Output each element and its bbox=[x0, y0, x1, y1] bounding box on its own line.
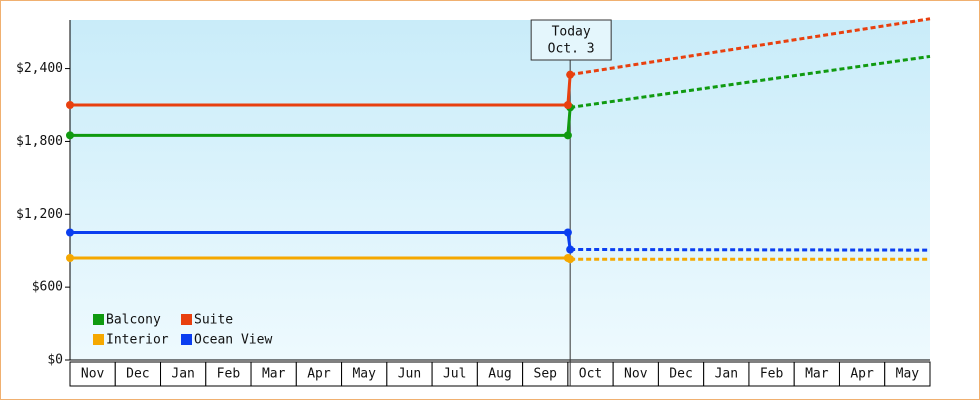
point bbox=[66, 131, 74, 140]
point bbox=[66, 228, 74, 237]
x-tick-label: Apr bbox=[850, 367, 874, 382]
x-tick-label: Jul bbox=[443, 367, 466, 382]
x-tick-label: Feb bbox=[760, 367, 784, 382]
point bbox=[66, 254, 74, 262]
y-tick-label: $600 bbox=[32, 280, 63, 295]
x-category-cell bbox=[612, 361, 659, 387]
x-tick-label: Dec bbox=[126, 367, 149, 382]
legend-label: Ocean View bbox=[194, 333, 272, 348]
x-tick-label: Feb bbox=[217, 367, 241, 382]
point bbox=[66, 101, 74, 109]
x-tick-label: Nov bbox=[624, 367, 648, 382]
legend-swatch bbox=[181, 314, 192, 325]
y-tick-label: $1,800 bbox=[16, 134, 63, 149]
plot-area bbox=[70, 20, 930, 360]
x-category-cell bbox=[205, 361, 252, 387]
x-tick-label: May bbox=[352, 367, 376, 382]
x-tick-label: Jan bbox=[715, 367, 738, 382]
point bbox=[566, 70, 575, 79]
legend-label: Suite bbox=[194, 313, 233, 328]
x-tick-label: Nov bbox=[81, 367, 105, 382]
x-tick-label: Dec bbox=[669, 367, 692, 382]
x-category-cell bbox=[567, 361, 614, 387]
x-tick-label: Aug bbox=[488, 367, 511, 382]
x-category-cell bbox=[884, 361, 931, 387]
point bbox=[563, 101, 572, 109]
projection-line bbox=[570, 248, 931, 252]
point bbox=[563, 228, 572, 237]
x-tick-label: Jun bbox=[398, 367, 421, 382]
projection-line bbox=[569, 17, 931, 77]
today-label: Oct. 3 bbox=[548, 42, 595, 57]
point bbox=[563, 131, 572, 140]
legend-swatch bbox=[93, 334, 104, 345]
x-tick-label: Oct bbox=[579, 367, 602, 382]
projection-line bbox=[569, 54, 931, 109]
x-category-cell bbox=[386, 361, 433, 387]
legend-swatch bbox=[181, 334, 192, 345]
series-line bbox=[70, 256, 571, 261]
point bbox=[566, 245, 575, 254]
x-tick-label: May bbox=[896, 367, 920, 382]
x-category-cell bbox=[748, 361, 795, 387]
y-tick-label: $2,400 bbox=[16, 61, 63, 76]
x-category-cell bbox=[250, 361, 297, 387]
y-tick-label: $0 bbox=[47, 353, 63, 368]
x-category-cell bbox=[69, 361, 116, 387]
x-category-cell bbox=[160, 361, 207, 387]
legend-label: Interior bbox=[106, 333, 169, 348]
legend-swatch bbox=[93, 314, 104, 325]
x-category-cell bbox=[476, 361, 524, 387]
today-box bbox=[530, 19, 612, 61]
y-tick-label: $1,200 bbox=[16, 207, 63, 222]
legend-label: Balcony bbox=[106, 313, 161, 328]
x-tick-label: Sep bbox=[534, 367, 558, 382]
x-category-cell bbox=[703, 361, 750, 387]
x-tick-label: Apr bbox=[307, 367, 331, 382]
x-category-cell bbox=[114, 361, 162, 387]
x-tick-label: Mar bbox=[262, 367, 286, 382]
point bbox=[566, 255, 575, 264]
x-tick-label: Jan bbox=[171, 367, 194, 382]
today-label: Today bbox=[552, 25, 591, 40]
x-category-cell bbox=[838, 361, 886, 387]
x-tick-label: Mar bbox=[805, 367, 829, 382]
